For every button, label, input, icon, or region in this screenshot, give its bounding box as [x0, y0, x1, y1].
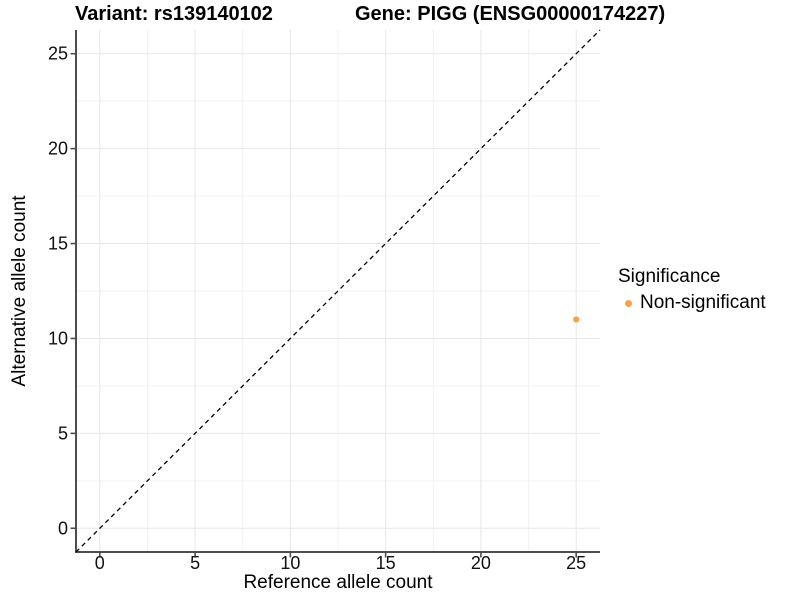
y-axis-title: Alternative allele count	[9, 195, 30, 387]
y-tick-label: 25	[48, 44, 68, 64]
x-tick-label: 10	[280, 553, 300, 573]
legend: Significance Non-significant	[616, 266, 766, 314]
dot-icon	[624, 299, 632, 307]
x-axis-title: Reference allele count	[243, 572, 433, 593]
x-tick-label: 20	[471, 553, 491, 573]
legend-title: Significance	[618, 266, 721, 287]
y-tick-label: 10	[48, 328, 68, 348]
data-point	[573, 316, 580, 323]
y-tick-label: 5	[58, 423, 68, 443]
y-tick-label: 20	[48, 139, 68, 159]
y-tick-label: 0	[58, 518, 68, 538]
x-tick-label: 25	[566, 553, 586, 573]
identity-dashed-line	[75, 29, 601, 553]
legend-key	[616, 299, 640, 307]
x-tick-label: 5	[190, 553, 200, 573]
x-tick-label: 15	[376, 553, 396, 573]
legend-item-non-significant: Non-significant	[616, 292, 766, 314]
legend-item-label: Non-significant	[640, 292, 766, 313]
grid-layer	[76, 30, 600, 552]
axis-layer: 0 5 10 15 20 25 0 5 10 15 20 25	[48, 30, 600, 573]
x-tick-label: 0	[95, 553, 105, 573]
y-tick-label: 15	[48, 234, 68, 254]
variant-title: Variant: rs139140102	[75, 3, 273, 25]
gene-title: Gene: PIGG (ENSG00000174227)	[355, 3, 666, 25]
data-layer	[75, 29, 601, 553]
